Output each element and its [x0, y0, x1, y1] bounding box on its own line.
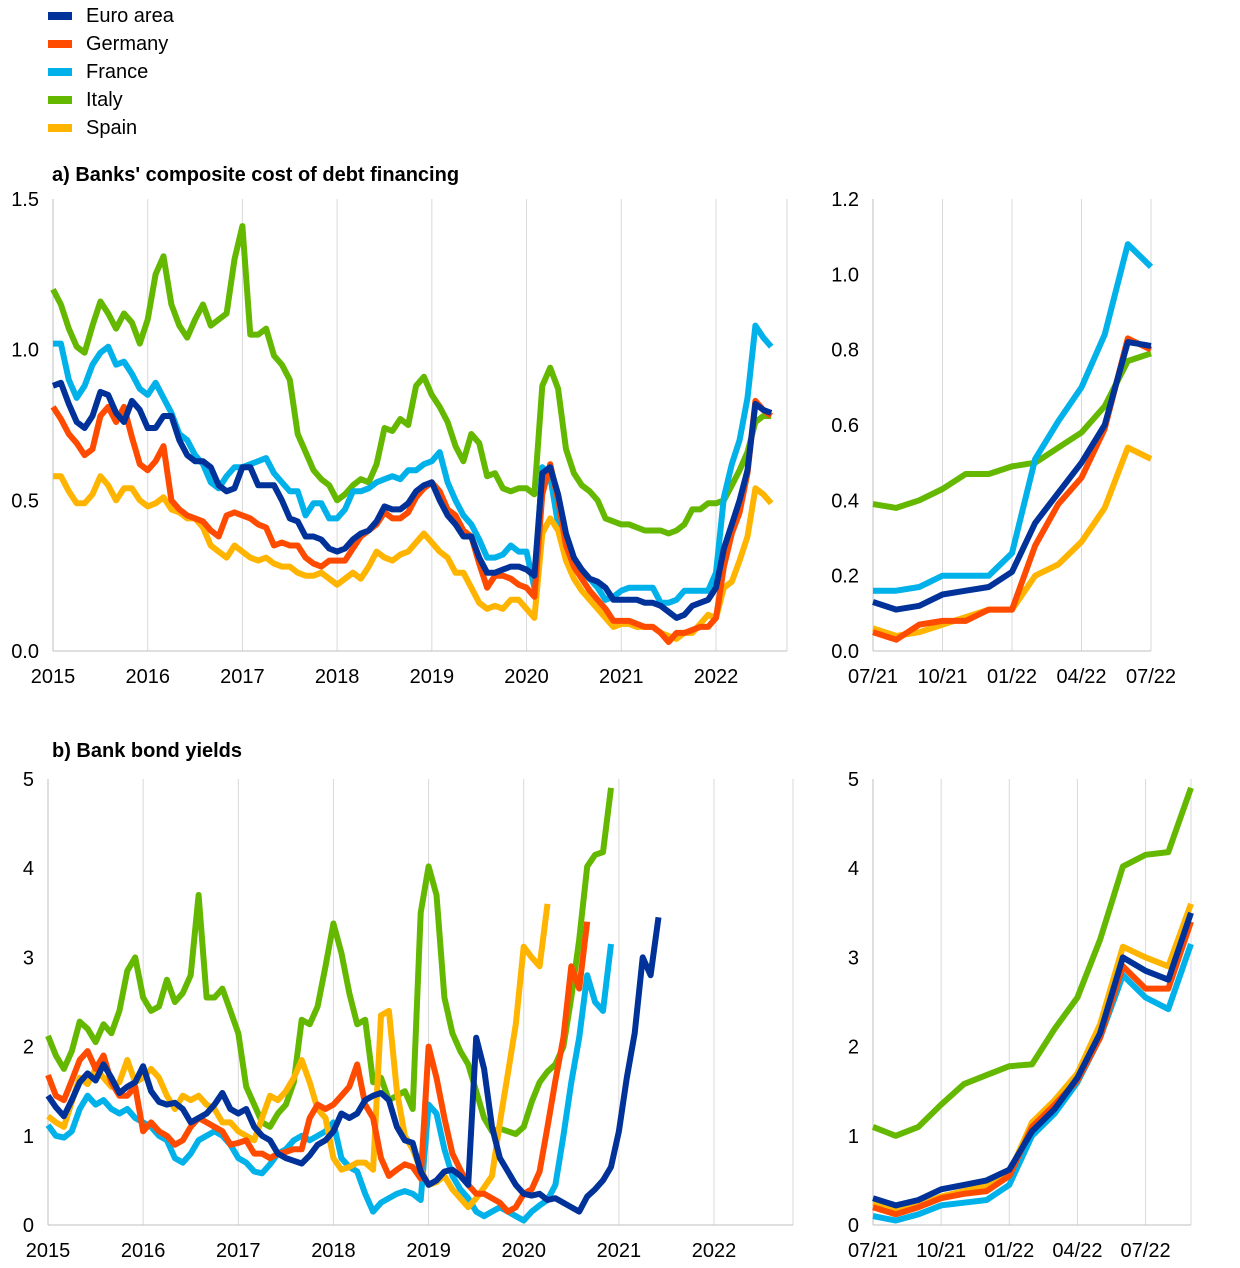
- series-line-euro-area: [45, 916, 662, 1215]
- y-tick-label: 0.5: [11, 490, 39, 512]
- x-tick-label: 07/21: [848, 1240, 898, 1262]
- y-tick-label: 0: [848, 1215, 859, 1237]
- x-tick-label: 2018: [311, 1240, 356, 1262]
- chart-b-zoom: 07/21 10/21 01/22 04/22 07/22 0 1 2 3 4 5: [848, 769, 1194, 1262]
- y-tick-label: 0.0: [831, 641, 859, 663]
- y-tick-label: 2: [848, 1037, 859, 1059]
- series-line-italy: [50, 223, 772, 537]
- legend-swatch: [48, 124, 72, 132]
- x-tick-label: 2018: [315, 666, 360, 688]
- legend-swatch: [48, 40, 72, 48]
- x-tick-label: 2020: [504, 666, 549, 688]
- chart-b-main: 2015 2016 2017 2018 2019 2020 2021 2022 0 1 2 3 4 5: [23, 769, 794, 1262]
- y-tick-label: 0.8: [831, 340, 859, 362]
- y-tick-label: 4: [848, 858, 859, 880]
- x-tick-label: 2022: [694, 666, 739, 688]
- x-tick-label: 04/22: [1056, 666, 1106, 688]
- chart-a-main: 2015 2016 2017 2018 2019 2020 2021 2022 0.0 0.5 1.…: [11, 189, 788, 688]
- legend-label: Germany: [86, 32, 169, 55]
- x-tick-label: 2017: [216, 1240, 261, 1262]
- series-line-euro-area: [51, 379, 773, 621]
- y-tick-label: 1.5: [11, 189, 39, 211]
- y-tick-label: 3: [848, 947, 859, 969]
- x-tick-label: 10/21: [917, 666, 967, 688]
- legend-swatch: [48, 96, 72, 104]
- legend-item-spain: Spain: [48, 114, 174, 142]
- series-line-italy: [872, 350, 1152, 511]
- x-tick-label: 04/22: [1052, 1240, 1102, 1262]
- series-line-germany: [50, 397, 774, 645]
- y-tick-label: 2: [23, 1037, 34, 1059]
- legend-item-germany: Germany: [48, 30, 174, 58]
- y-tick-label: 4: [23, 858, 34, 880]
- x-tick-label: 07/21: [848, 666, 898, 688]
- y-tick-label: 0.0: [11, 641, 39, 663]
- legend-swatch: [48, 68, 72, 76]
- legend: Euro area Germany France Italy Spain: [48, 2, 174, 142]
- x-tick-label: 01/22: [984, 1240, 1034, 1262]
- x-tick-label: 2021: [597, 1240, 642, 1262]
- series-line-spain: [872, 902, 1194, 1212]
- x-tick-label: 07/22: [1126, 666, 1176, 688]
- series-line-germany: [872, 920, 1194, 1218]
- series-line-italy: [45, 787, 614, 1137]
- panel-a-title: a) Banks' composite cost of debt financi…: [52, 164, 460, 186]
- y-tick-label: 0.6: [831, 415, 859, 437]
- x-tick-label: 07/22: [1121, 1240, 1171, 1262]
- legend-label: France: [86, 60, 149, 83]
- legend-label: Italy: [86, 88, 123, 111]
- legend-label: Spain: [86, 116, 138, 139]
- y-tick-label: 5: [23, 769, 34, 791]
- x-tick-label: 2021: [599, 666, 644, 688]
- legend-label: Euro area: [86, 4, 174, 27]
- x-tick-label: 2015: [31, 666, 76, 688]
- x-tick-label: 2022: [692, 1240, 737, 1262]
- series-line-euro-area: [872, 339, 1152, 613]
- x-tick-label: 10/21: [916, 1240, 966, 1262]
- y-tick-label: 1: [848, 1126, 859, 1148]
- x-tick-label: 2016: [125, 666, 170, 688]
- x-tick-label: 2015: [26, 1240, 71, 1262]
- series-line-euro-area: [872, 911, 1194, 1209]
- x-tick-label: 2019: [410, 666, 455, 688]
- y-tick-label: 1.0: [831, 264, 859, 286]
- y-tick-label: 0.4: [831, 490, 859, 512]
- series-line-spain: [46, 903, 551, 1211]
- x-tick-label: 01/22: [987, 666, 1037, 688]
- y-tick-label: 5: [848, 769, 859, 791]
- x-tick-label: 2017: [220, 666, 265, 688]
- legend-item-euro-area: Euro area: [48, 2, 174, 30]
- y-tick-label: 1.0: [11, 340, 39, 362]
- chart-a-zoom: 07/21 10/21 01/22 04/22 07/22 0.0 0.2 0.4 0.6 0.8…: [831, 189, 1176, 688]
- x-tick-label: 2019: [406, 1240, 451, 1262]
- y-tick-label: 0: [23, 1215, 34, 1237]
- x-tick-label: 2020: [501, 1240, 546, 1262]
- series-line-italy: [871, 786, 1194, 1139]
- x-tick-label: 2016: [121, 1240, 166, 1262]
- y-tick-label: 1.2: [831, 189, 859, 211]
- series-line-france: [53, 322, 774, 606]
- series-line-germany: [45, 921, 591, 1215]
- panel-b-title: b) Bank bond yields: [52, 740, 243, 762]
- series-line-france: [873, 241, 1154, 594]
- y-tick-label: 3: [23, 947, 34, 969]
- y-tick-label: 1: [23, 1126, 34, 1148]
- legend-swatch: [48, 12, 72, 20]
- legend-item-italy: Italy: [48, 86, 174, 114]
- y-tick-label: 0.2: [831, 566, 859, 588]
- legend-item-france: France: [48, 58, 174, 86]
